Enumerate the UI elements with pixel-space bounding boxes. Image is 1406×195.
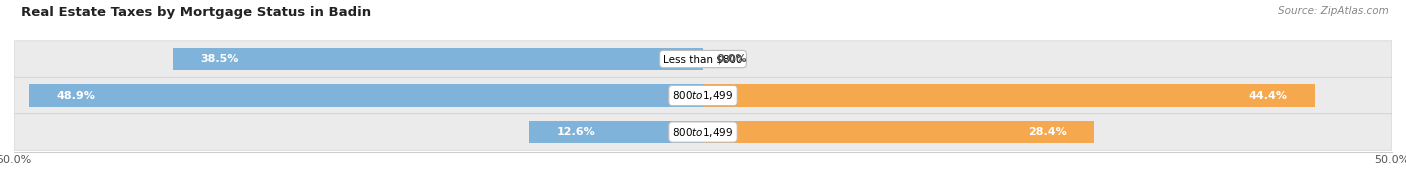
Text: 48.9%: 48.9% bbox=[56, 90, 96, 101]
Text: 38.5%: 38.5% bbox=[200, 54, 239, 64]
Text: $800 to $1,499: $800 to $1,499 bbox=[672, 126, 734, 138]
Bar bbox=[703, 121, 1094, 143]
Bar bbox=[30, 84, 703, 107]
Text: 0.0%: 0.0% bbox=[717, 54, 748, 64]
Bar bbox=[703, 84, 1315, 107]
Text: Source: ZipAtlas.com: Source: ZipAtlas.com bbox=[1278, 6, 1389, 16]
Text: 12.6%: 12.6% bbox=[557, 127, 596, 137]
FancyBboxPatch shape bbox=[14, 41, 1392, 77]
Text: Real Estate Taxes by Mortgage Status in Badin: Real Estate Taxes by Mortgage Status in … bbox=[21, 6, 371, 19]
Bar bbox=[530, 121, 703, 143]
FancyBboxPatch shape bbox=[14, 114, 1392, 150]
Bar bbox=[173, 48, 703, 70]
Text: 28.4%: 28.4% bbox=[1028, 127, 1067, 137]
Text: 44.4%: 44.4% bbox=[1249, 90, 1288, 101]
Text: $800 to $1,499: $800 to $1,499 bbox=[672, 89, 734, 102]
FancyBboxPatch shape bbox=[14, 77, 1392, 114]
Text: Less than $800: Less than $800 bbox=[664, 54, 742, 64]
